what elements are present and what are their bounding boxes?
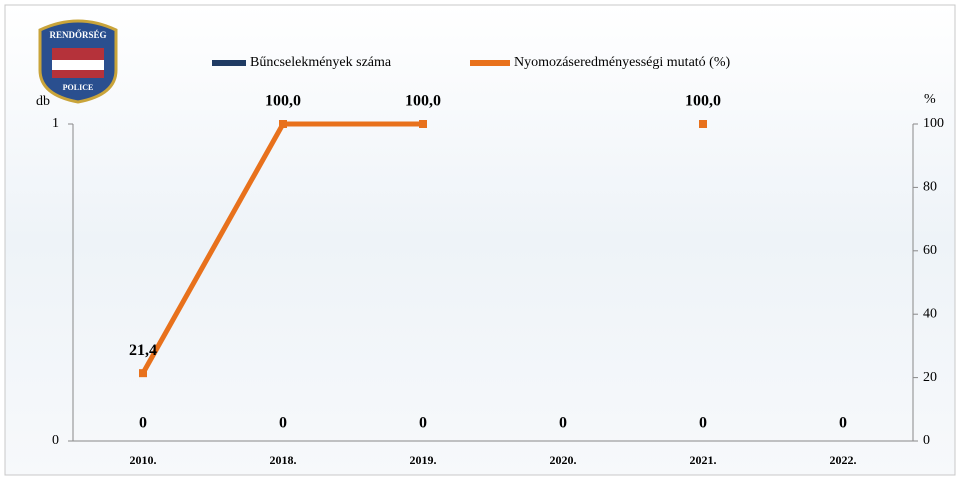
y2-tick-label: 0 xyxy=(923,433,930,448)
bar-value-label: 0 xyxy=(699,415,707,432)
bar-value-label: 0 xyxy=(279,415,287,432)
line-marker xyxy=(279,120,287,128)
y2-tick-label: 100 xyxy=(923,116,944,131)
x-tick-label: 2020. xyxy=(550,453,577,467)
logo: RENDŐRSÉG POLICE xyxy=(38,19,118,104)
line-value-label: 100,0 xyxy=(685,93,721,110)
x-tick-label: 2022. xyxy=(830,453,857,467)
line-marker xyxy=(419,120,427,128)
x-tick-label: 2021. xyxy=(690,453,717,467)
y2-tick-label: 20 xyxy=(923,370,937,385)
x-tick-label: 2019. xyxy=(410,453,437,467)
line-marker xyxy=(699,120,707,128)
bar-value-label: 0 xyxy=(419,415,427,432)
y-axis-label: db xyxy=(36,94,50,109)
y-tick-label: 0 xyxy=(52,433,59,448)
y2-tick-label: 80 xyxy=(923,180,937,195)
y2-tick-label: 60 xyxy=(923,243,937,258)
line-value-label: 21,4 xyxy=(129,342,157,359)
logo-top: RENDŐRSÉG xyxy=(49,30,106,40)
legend-label: Bűncselekmények száma xyxy=(250,55,392,70)
legend-label: Nyomozáseredményességi mutató (%) xyxy=(514,55,730,70)
chart-frame xyxy=(4,4,956,476)
y2-tick-label: 40 xyxy=(923,306,937,321)
bar-value-label: 0 xyxy=(139,415,147,432)
logo-bottom: POLICE xyxy=(63,83,94,92)
bar-value-label: 0 xyxy=(559,415,567,432)
line-value-label: 100,0 xyxy=(265,93,301,110)
line-value-label: 100,0 xyxy=(405,93,441,110)
x-tick-label: 2010. xyxy=(130,453,157,467)
line-marker xyxy=(139,369,147,378)
bar-value-label: 0 xyxy=(839,415,847,432)
y-tick-label: 1 xyxy=(52,116,59,131)
y2-axis-label: % xyxy=(924,92,936,107)
x-tick-label: 2018. xyxy=(270,453,297,467)
legend-swatch xyxy=(212,60,246,66)
